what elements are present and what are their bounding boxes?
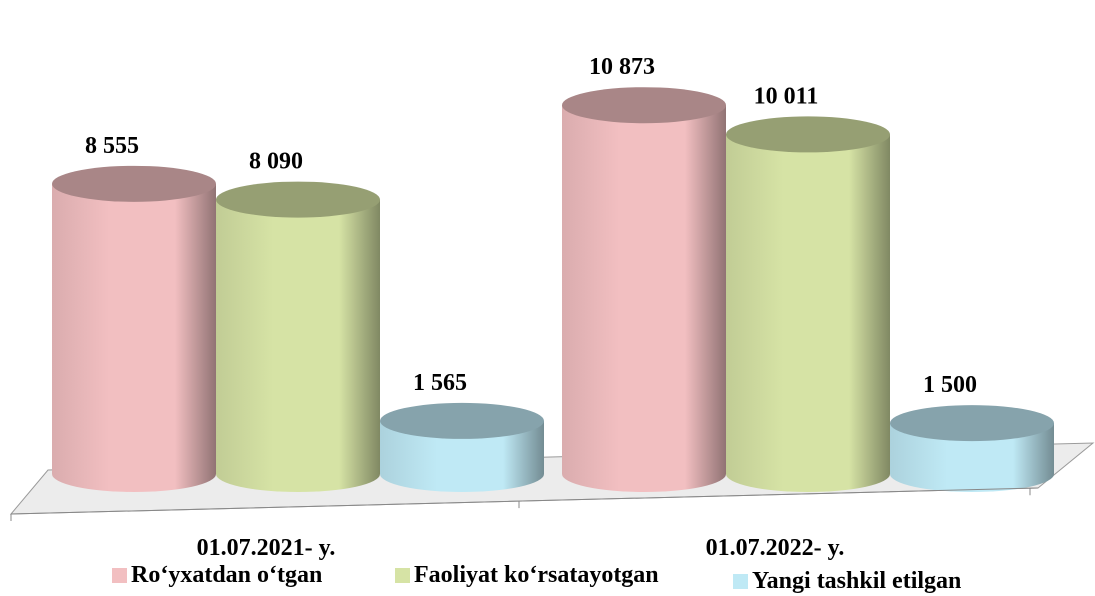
- bar-body: [380, 420, 544, 492]
- legend-item-0: Ro‘yxatdan o‘tgan: [112, 562, 322, 589]
- data-label: 8 555: [85, 133, 139, 159]
- bar: [380, 402, 544, 492]
- data-label: 10 011: [754, 83, 819, 109]
- legend-swatch-1: [395, 568, 410, 583]
- bar-top: [216, 181, 380, 218]
- bar: [890, 405, 1054, 492]
- x-axis-line: [10, 487, 1039, 515]
- legend-item-2: Yangi tashkil etilgan: [733, 568, 961, 595]
- bar-body: [52, 183, 216, 492]
- data-label: 8 090: [249, 149, 303, 175]
- data-label: 1 500: [923, 372, 977, 398]
- bar-top: [562, 87, 726, 124]
- legend-label-0: Ro‘yxatdan o‘tgan: [131, 562, 323, 588]
- bar-top: [52, 165, 216, 202]
- legend: Ro‘yxatdan o‘tgan Faoliyat ko‘rsatayotga…: [0, 562, 1095, 594]
- bar-body: [216, 199, 380, 492]
- legend-swatch-0: [112, 568, 127, 583]
- legend-item-1: Faoliyat ko‘rsatayotgan: [395, 562, 659, 589]
- bar-body: [890, 423, 1054, 492]
- bar-body: [562, 105, 726, 493]
- legend-swatch-2: [733, 574, 748, 589]
- data-label: 10 873: [589, 54, 655, 80]
- legend-label-2: Yangi tashkil etilgan: [752, 568, 962, 594]
- category-label: 01.07.2022- y.: [706, 535, 845, 561]
- data-label: 1 565: [413, 370, 467, 396]
- bar: [726, 116, 890, 492]
- legend-label-1: Faoliyat ko‘rsatayotgan: [414, 562, 659, 588]
- category-label: 01.07.2021- y.: [197, 535, 336, 561]
- bar-body: [726, 134, 890, 492]
- bar-top: [726, 116, 890, 153]
- bar: [52, 165, 216, 492]
- bar-top: [380, 402, 544, 439]
- bar: [216, 181, 380, 492]
- bar: [562, 87, 726, 493]
- bar-top: [890, 405, 1054, 442]
